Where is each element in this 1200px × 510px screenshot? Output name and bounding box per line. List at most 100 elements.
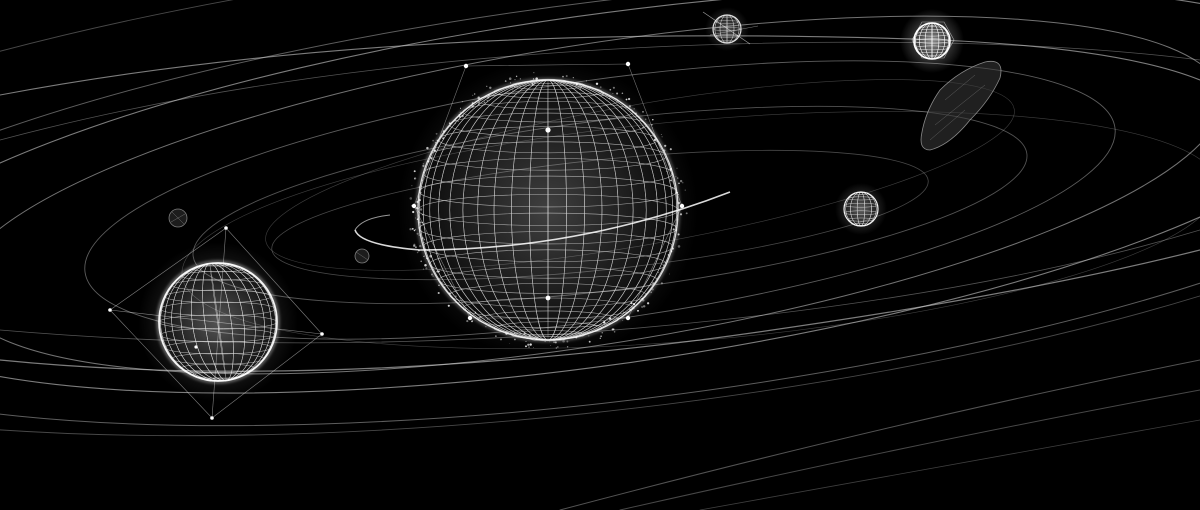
particle xyxy=(667,254,670,256)
particle xyxy=(413,170,416,173)
particle xyxy=(566,346,569,348)
particle xyxy=(671,173,674,175)
particle xyxy=(612,92,614,94)
particle xyxy=(527,81,529,83)
particle xyxy=(471,105,474,108)
particle xyxy=(416,232,419,235)
particle xyxy=(565,74,568,78)
particle xyxy=(535,336,538,339)
orbit-arc xyxy=(699,419,1200,510)
particle xyxy=(417,227,419,229)
particle xyxy=(443,286,446,288)
particle xyxy=(662,264,664,266)
particle xyxy=(485,326,487,328)
particle xyxy=(411,227,414,230)
particle xyxy=(486,85,488,87)
particle xyxy=(616,92,619,95)
particle xyxy=(444,287,446,288)
particle xyxy=(627,315,630,317)
particle xyxy=(642,305,646,308)
particle xyxy=(588,340,591,343)
particle xyxy=(510,82,512,84)
particle xyxy=(562,75,564,78)
particle xyxy=(669,148,672,151)
particle xyxy=(679,179,683,183)
particle xyxy=(479,315,482,318)
particle xyxy=(421,237,424,240)
particle xyxy=(437,291,440,295)
particle xyxy=(418,186,420,188)
particle xyxy=(666,260,669,262)
particle xyxy=(430,157,433,160)
particle xyxy=(613,331,616,333)
particle xyxy=(474,311,477,313)
particle xyxy=(641,297,644,300)
particle xyxy=(669,167,672,170)
particle xyxy=(660,133,662,135)
particle xyxy=(422,268,424,270)
particle xyxy=(562,339,565,343)
particle xyxy=(447,126,449,128)
particle xyxy=(470,313,471,315)
particle xyxy=(554,341,557,344)
particle xyxy=(449,292,451,294)
particle xyxy=(579,86,581,88)
particle xyxy=(471,320,473,323)
particle xyxy=(677,177,679,179)
particle xyxy=(622,320,624,321)
particle xyxy=(675,220,677,222)
particle xyxy=(489,86,492,90)
particle xyxy=(432,275,434,277)
particle xyxy=(588,335,590,337)
particle xyxy=(512,89,514,91)
particle xyxy=(421,214,424,216)
planet-left xyxy=(108,226,324,420)
particle xyxy=(495,335,497,337)
particle xyxy=(420,260,423,263)
particle xyxy=(676,218,679,221)
particle xyxy=(434,142,436,144)
particle xyxy=(413,244,416,247)
particle xyxy=(678,193,679,195)
particle xyxy=(514,338,516,341)
particle xyxy=(633,108,635,110)
particle xyxy=(669,273,670,275)
particle xyxy=(641,299,645,302)
particle xyxy=(661,136,663,138)
particle xyxy=(652,119,654,121)
particle xyxy=(670,179,672,182)
particle xyxy=(476,106,478,108)
particle xyxy=(455,295,457,298)
particle xyxy=(650,291,652,294)
particle xyxy=(612,86,615,89)
particle xyxy=(533,347,534,349)
particle xyxy=(631,305,633,308)
particle xyxy=(660,282,663,285)
particle xyxy=(474,93,476,95)
particle xyxy=(572,77,574,79)
particle xyxy=(457,120,459,123)
particle xyxy=(525,345,527,348)
particle xyxy=(413,243,416,246)
particle xyxy=(509,343,511,345)
particle xyxy=(646,302,650,305)
particle xyxy=(418,244,422,248)
particle xyxy=(666,170,668,173)
particle xyxy=(461,101,463,103)
particle xyxy=(523,332,526,335)
particle xyxy=(628,105,632,108)
particle xyxy=(678,182,680,185)
particle xyxy=(664,144,667,147)
planet-top-center xyxy=(702,7,759,51)
particle xyxy=(471,102,474,105)
orbit-arc xyxy=(619,389,1200,510)
particle xyxy=(416,218,419,221)
particle xyxy=(519,78,522,80)
particle xyxy=(436,139,438,141)
particle xyxy=(423,171,425,173)
particle xyxy=(629,308,632,311)
particle xyxy=(454,119,457,122)
particle xyxy=(454,122,456,124)
